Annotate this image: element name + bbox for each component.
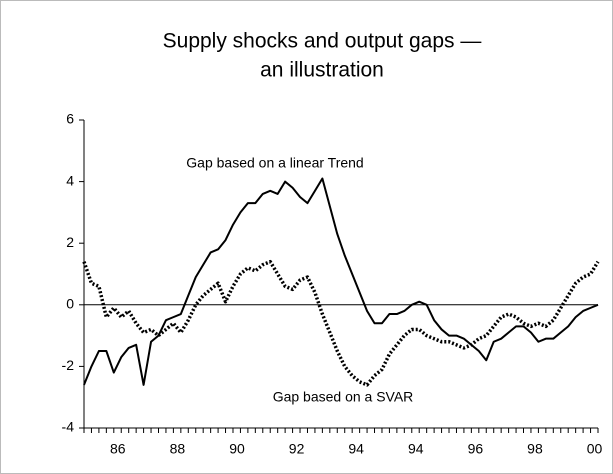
series-annotation: Gap based on a SVAR [273, 389, 414, 405]
x-tick-label: 94 [408, 441, 424, 457]
x-tick-label: 00 [587, 441, 603, 457]
y-tick-label: 6 [66, 111, 74, 127]
x-tick-label: 86 [110, 441, 126, 457]
chart-title: an illustration [260, 59, 384, 82]
x-tick-label: 96 [468, 441, 484, 457]
y-tick-label: -4 [62, 419, 75, 435]
x-tick-label: 98 [527, 441, 543, 457]
x-tick-label: 88 [170, 441, 186, 457]
y-tick-label: -2 [62, 357, 75, 373]
x-tick-label: 90 [229, 441, 245, 457]
y-tick-label: 2 [66, 234, 74, 250]
x-tick-label: 94 [348, 441, 364, 457]
y-tick-label: 4 [66, 172, 74, 188]
series-line [83, 177, 599, 386]
x-tick-label: 92 [289, 441, 305, 457]
y-tick-label: 0 [66, 296, 74, 312]
series-annotation: Gap based on a linear Trend [186, 155, 363, 171]
series-line [82, 259, 600, 387]
chart-title: Supply shocks and output gaps — [163, 30, 482, 53]
